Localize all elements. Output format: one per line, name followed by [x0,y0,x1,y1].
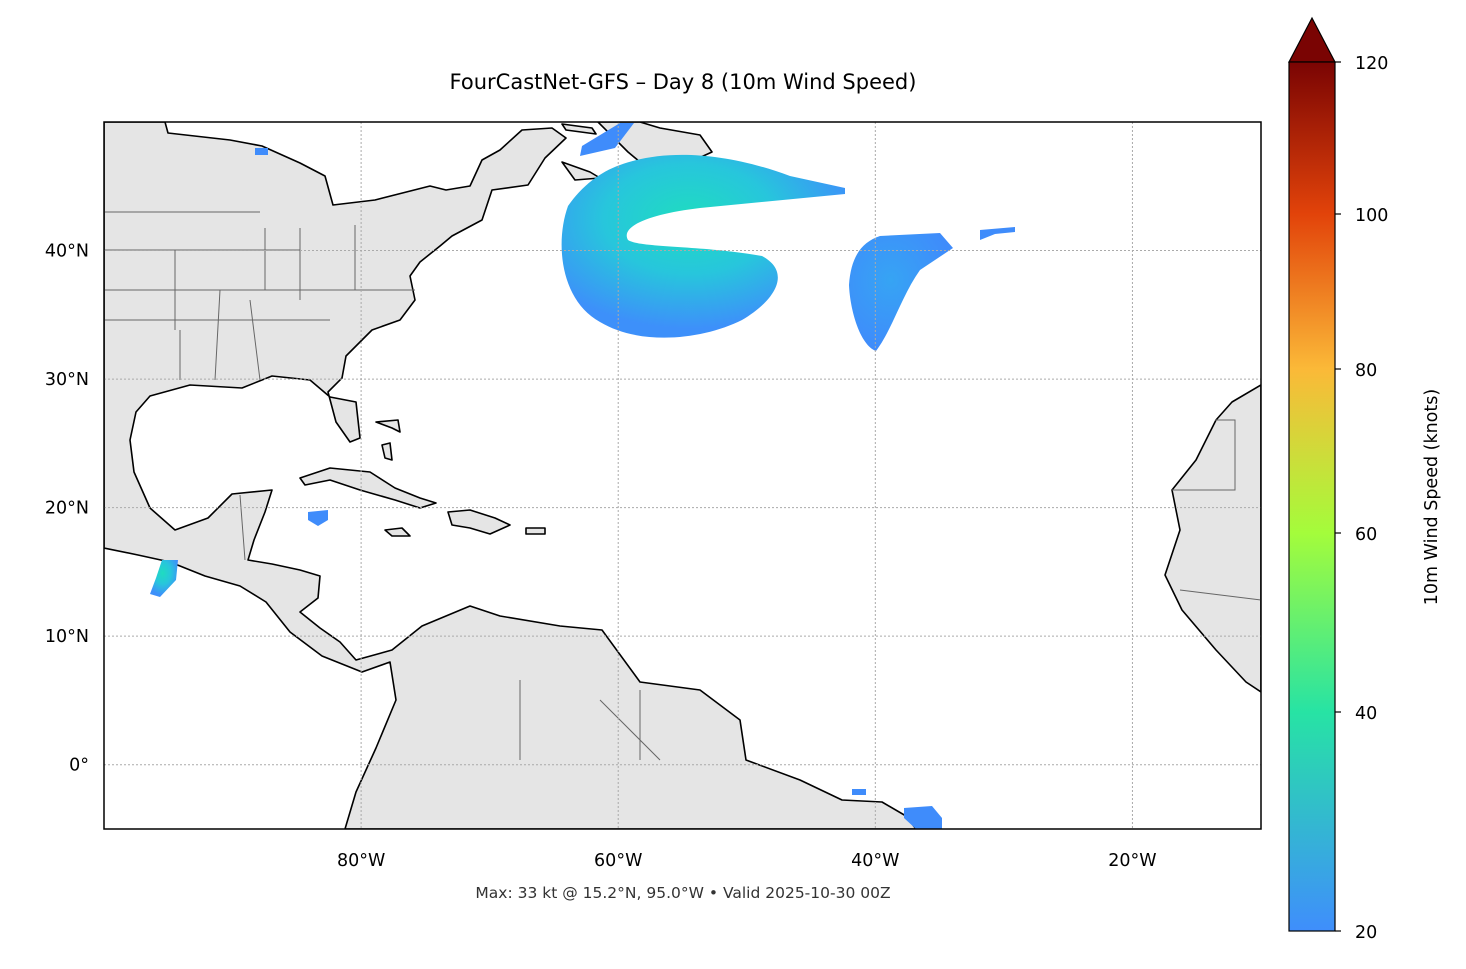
lat-tick-label: 30°N [45,370,89,390]
colorbar-extend-triangle [1288,16,1336,63]
map-frame [103,121,1262,830]
colorbar-tick-label: 80 [1355,361,1377,381]
colorbar-tick-label: 40 [1355,704,1377,724]
wind-patch-small [980,227,1015,240]
americas-landmass [104,122,917,829]
colorbar-body [1288,61,1336,932]
wind-patch-gulf-st-lawrence [580,123,634,156]
colorbar-tick-label: 60 [1355,525,1377,545]
wind-patch-caribbean [308,510,328,526]
state-borders [104,211,1261,761]
lat-tick-label: 40°N [45,242,89,262]
bahamas [375,419,401,461]
footer-caption: Max: 33 kt @ 15.2°N, 95.0°W • Valid 2025… [475,884,891,902]
lat-tick-label: 20°N [45,499,89,519]
wind-patch-brazil-2 [904,806,942,829]
colorbar-label: 10m Wind Speed (knots) [1422,388,1442,606]
lat-tick-label: 0° [69,756,89,776]
jamaica [384,527,411,537]
map-title: FourCastNet-GFS – Day 8 (10m Wind Speed) [449,70,917,94]
lon-tick-label: 40°W [851,851,899,871]
lon-tick-label: 20°W [1108,851,1156,871]
wind-patch-lake [255,148,268,155]
cuba [299,467,437,509]
wind-patch-tehuantepec [150,560,178,597]
lon-ticks: 80°W 60°W 40°W 20°W [337,851,1157,871]
gridlines [104,122,1261,829]
wind-swath-main [561,154,845,338]
colorbar: 20 40 60 80 100 120 [1288,16,1388,943]
colorbar-tick-label: 120 [1355,54,1388,74]
land [104,122,1261,829]
cape-breton [561,161,601,181]
puerto-rico [525,527,546,535]
lat-ticks: 0° 10°N 20°N 30°N 40°N [45,242,89,776]
hispaniola [447,509,511,535]
africa [1164,384,1261,693]
colorbar-tick-label: 100 [1355,206,1388,226]
pei [561,123,597,135]
wind-patch-brazil-1 [852,789,866,795]
lon-tick-label: 80°W [337,851,385,871]
lat-tick-label: 10°N [45,627,89,647]
colorbar-tick-label: 20 [1355,923,1377,943]
lon-tick-label: 60°W [594,851,642,871]
